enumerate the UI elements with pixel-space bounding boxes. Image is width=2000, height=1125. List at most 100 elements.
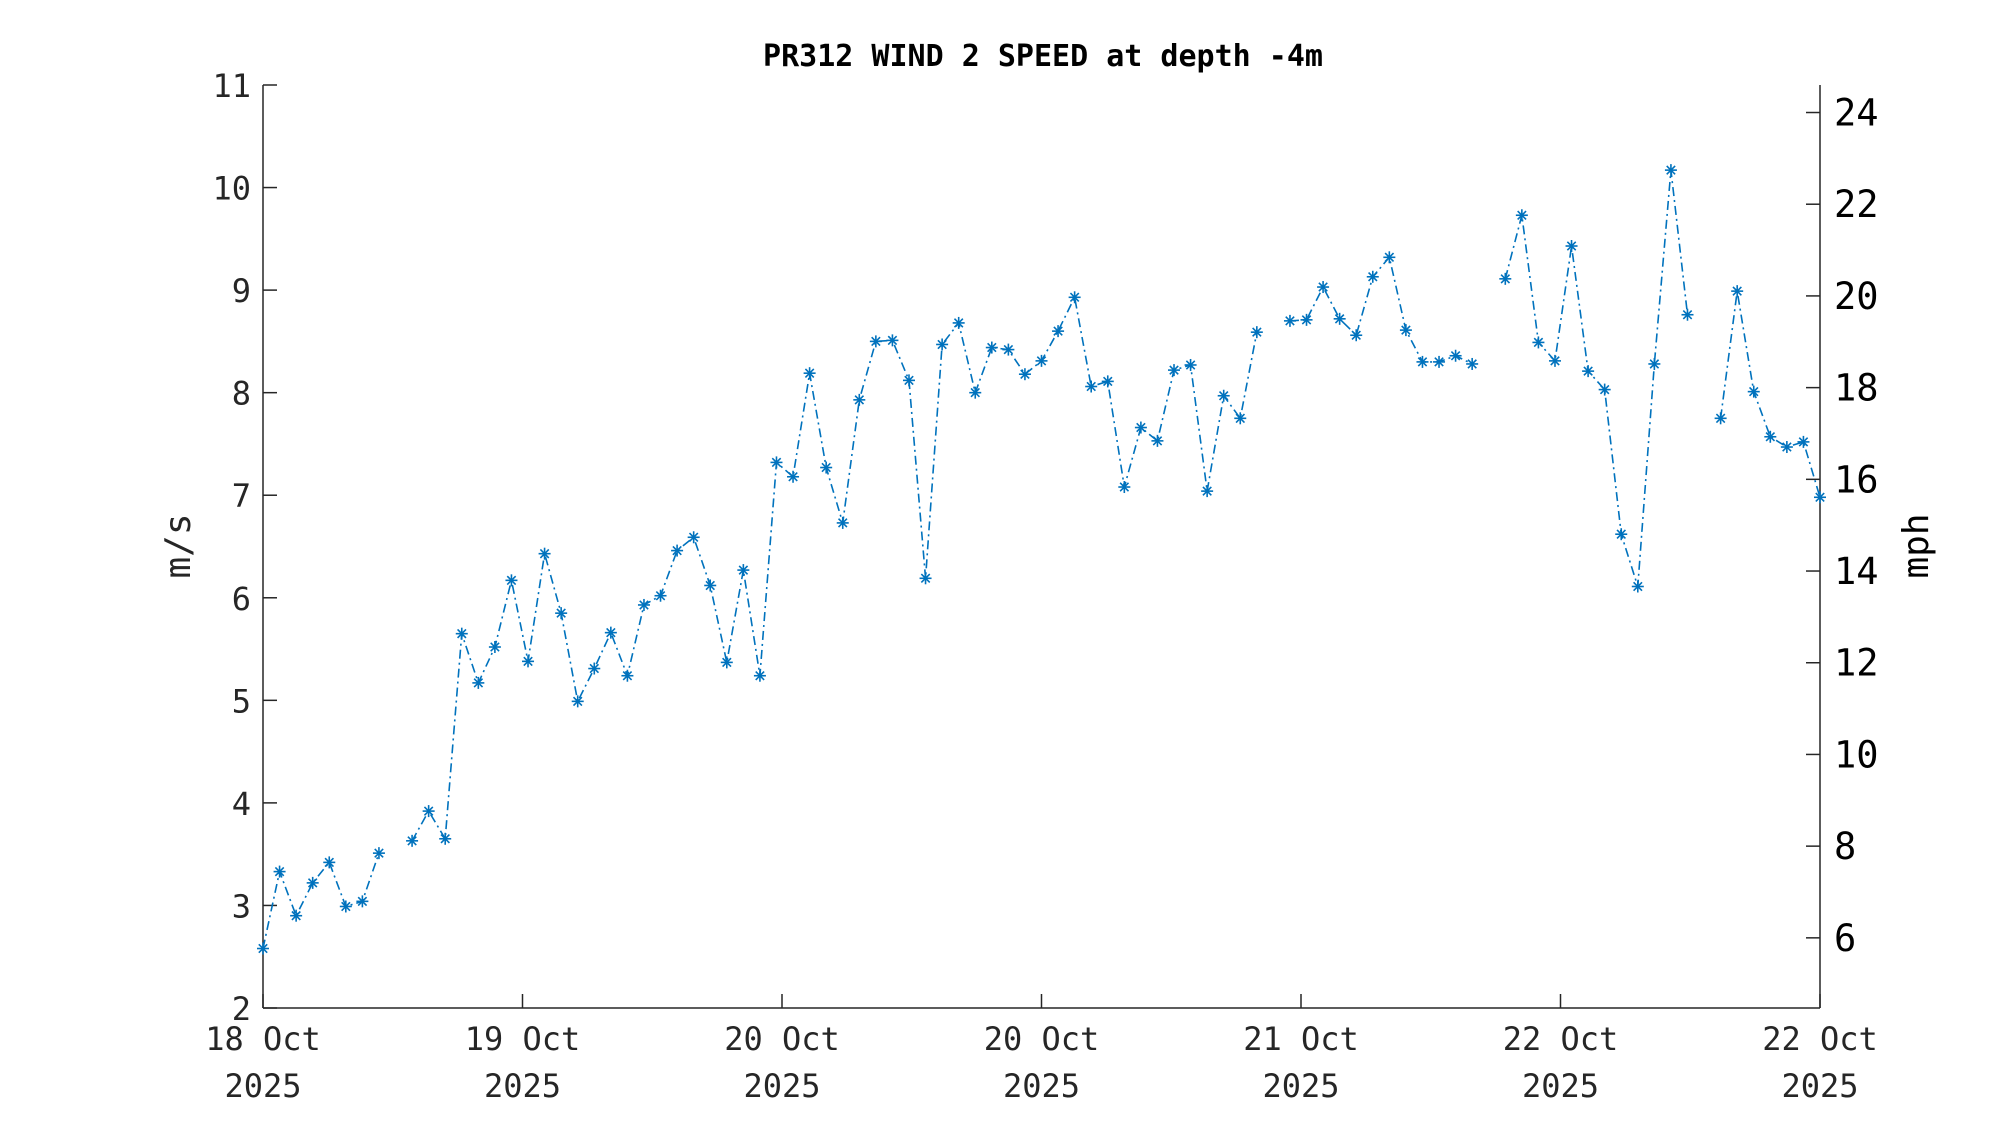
data-point-marker bbox=[836, 516, 849, 529]
left-tick-label: 4 bbox=[232, 785, 251, 823]
data-point-marker bbox=[803, 367, 816, 380]
data-point-marker bbox=[1681, 308, 1694, 321]
series-wind-speed bbox=[257, 164, 1826, 955]
data-point-marker bbox=[1068, 291, 1081, 304]
x-tick-label-date: 22 Oct bbox=[1503, 1020, 1619, 1058]
data-point-marker bbox=[1317, 281, 1330, 294]
data-point-marker bbox=[1648, 357, 1661, 370]
right-tick-label: 16 bbox=[1834, 458, 1879, 501]
data-point-marker bbox=[1350, 329, 1363, 342]
data-point-marker bbox=[1234, 412, 1247, 425]
chart-title: PR312 WIND 2 SPEED at depth -4m bbox=[763, 39, 1323, 74]
data-point-marker bbox=[1300, 313, 1313, 326]
data-point-marker bbox=[621, 669, 634, 682]
data-point-marker bbox=[1052, 325, 1065, 338]
x-tick-label-date: 18 Oct bbox=[205, 1020, 321, 1058]
x-tick-label-year: 2025 bbox=[743, 1067, 820, 1105]
data-point-marker bbox=[1002, 343, 1015, 356]
data-point-marker bbox=[604, 626, 617, 639]
data-point-marker bbox=[356, 895, 369, 908]
data-point-marker bbox=[1565, 240, 1578, 253]
data-point-marker bbox=[952, 316, 965, 329]
data-point-marker bbox=[969, 386, 982, 399]
data-point-marker bbox=[1085, 380, 1098, 393]
data-point-marker bbox=[306, 876, 319, 889]
data-point-marker bbox=[902, 374, 915, 387]
data-point-marker bbox=[704, 579, 717, 592]
data-point-marker bbox=[1151, 434, 1164, 447]
x-tick-label-year: 2025 bbox=[1522, 1067, 1599, 1105]
data-point-marker bbox=[770, 456, 783, 469]
data-point-marker bbox=[257, 942, 269, 955]
left-tick-label: 2 bbox=[232, 990, 251, 1028]
data-point-marker bbox=[339, 900, 352, 913]
y-axis-label-right: mph bbox=[1896, 513, 1937, 578]
right-tick-label: 8 bbox=[1834, 825, 1856, 868]
data-point-marker bbox=[1714, 412, 1727, 425]
data-point-marker bbox=[273, 865, 286, 878]
series-line-segment bbox=[1289, 255, 1473, 365]
data-point-marker bbox=[753, 669, 766, 682]
right-tick-label: 10 bbox=[1834, 733, 1879, 776]
data-point-marker bbox=[1664, 164, 1677, 177]
data-point-marker bbox=[720, 656, 733, 669]
data-point-marker bbox=[439, 832, 452, 845]
x-tick-label-year: 2025 bbox=[224, 1067, 301, 1105]
right-tick-label: 20 bbox=[1834, 275, 1879, 318]
data-point-marker bbox=[1134, 421, 1147, 434]
right-tick-label: 6 bbox=[1834, 917, 1856, 960]
x-tick-label-date: 20 Oct bbox=[724, 1020, 840, 1058]
data-point-marker bbox=[737, 564, 750, 577]
data-point-marker bbox=[1466, 357, 1479, 370]
data-point-marker bbox=[1283, 314, 1296, 327]
data-point-marker bbox=[1018, 368, 1031, 381]
data-point-marker bbox=[472, 676, 485, 689]
data-point-marker bbox=[1201, 485, 1214, 498]
series-line-segment bbox=[262, 852, 380, 949]
data-point-marker bbox=[936, 338, 949, 351]
data-point-marker bbox=[588, 662, 601, 675]
data-point-marker bbox=[671, 544, 684, 557]
data-point-marker bbox=[985, 341, 998, 354]
data-point-marker bbox=[505, 574, 518, 587]
data-point-marker bbox=[1764, 430, 1777, 443]
right-y-ticks: 6 8 10 12 14 16 18 20 22 24 bbox=[1806, 92, 1879, 960]
left-tick-label: 11 bbox=[212, 67, 251, 105]
data-point-marker bbox=[1184, 358, 1197, 371]
x-tick-label-date: 21 Oct bbox=[1243, 1020, 1359, 1058]
data-point-marker bbox=[538, 547, 551, 560]
data-point-marker bbox=[654, 589, 667, 602]
data-point-marker bbox=[422, 805, 435, 818]
data-point-marker bbox=[1499, 272, 1512, 285]
data-point-marker bbox=[372, 847, 385, 860]
data-point-marker bbox=[687, 531, 700, 544]
right-tick-label: 24 bbox=[1834, 92, 1879, 135]
data-point-marker bbox=[1780, 441, 1793, 454]
data-point-marker bbox=[1615, 528, 1628, 541]
data-point-marker bbox=[1598, 383, 1611, 396]
data-point-marker bbox=[1532, 336, 1545, 349]
data-point-marker bbox=[455, 627, 468, 640]
data-point-marker bbox=[1814, 491, 1826, 504]
x-tick-label-year: 2025 bbox=[1262, 1067, 1339, 1105]
data-point-marker bbox=[1101, 375, 1114, 388]
data-point-marker bbox=[1433, 355, 1446, 368]
x-tick-label-year: 2025 bbox=[484, 1067, 561, 1105]
data-point-marker bbox=[488, 641, 501, 654]
data-point-marker bbox=[555, 607, 568, 620]
data-point-marker bbox=[1731, 285, 1744, 298]
data-point-marker bbox=[1118, 481, 1131, 494]
series-line-segment bbox=[1504, 170, 1689, 587]
data-point-marker bbox=[1217, 389, 1230, 402]
right-tick-label: 14 bbox=[1834, 550, 1879, 593]
right-tick-label: 12 bbox=[1834, 642, 1879, 685]
data-point-marker bbox=[787, 470, 800, 483]
x-tick-label-year: 2025 bbox=[1781, 1067, 1858, 1105]
x-tick-label-date: 22 Oct bbox=[1762, 1020, 1878, 1058]
data-point-marker bbox=[1582, 365, 1595, 378]
data-point-marker bbox=[919, 572, 932, 585]
left-tick-label: 6 bbox=[232, 580, 251, 618]
data-point-marker bbox=[1515, 209, 1528, 222]
left-y-ticks: 2 3 4 5 6 7 8 9 10 11 bbox=[212, 67, 277, 1028]
data-point-marker bbox=[1631, 580, 1644, 593]
